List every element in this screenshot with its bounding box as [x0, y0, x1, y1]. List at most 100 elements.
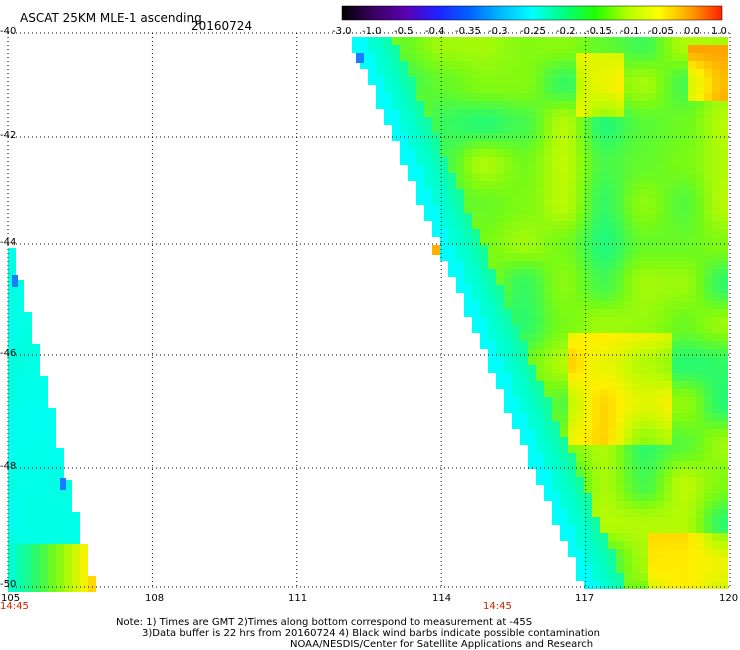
swath-cell	[496, 85, 504, 93]
swath-cell	[408, 101, 416, 109]
swath-cell	[424, 93, 432, 101]
swath-cell	[424, 189, 432, 197]
swath-cell	[600, 141, 608, 149]
swath-cell	[536, 229, 544, 237]
swath-cell	[504, 357, 512, 365]
swath-cell	[672, 269, 680, 277]
swath-cell	[688, 461, 696, 469]
swath-cell	[560, 205, 568, 213]
swath-cell	[688, 381, 696, 389]
swath-cell	[560, 165, 568, 173]
swath-cell	[536, 461, 544, 469]
swath-cell	[672, 45, 680, 53]
swath-cell	[528, 61, 536, 69]
swath-cell	[608, 573, 616, 581]
swath-cell	[704, 453, 712, 461]
swath-cell	[664, 461, 672, 469]
swath-cell	[8, 376, 16, 384]
swath-cell	[64, 496, 72, 504]
swath-cell	[584, 373, 592, 381]
swath-cell	[576, 461, 584, 469]
swath-cell	[400, 69, 408, 77]
swath-cell	[520, 213, 528, 221]
swath-cell	[712, 381, 720, 389]
swath-cell	[720, 357, 728, 365]
swath-cell	[680, 333, 688, 341]
swath-cell	[680, 357, 688, 365]
swath-cell	[464, 293, 472, 301]
swath-cell	[520, 77, 528, 85]
swath-cell	[632, 429, 640, 437]
swath-cell	[656, 253, 664, 261]
swath-cell	[60, 478, 66, 490]
swath-cell	[536, 189, 544, 197]
swath-cell	[680, 437, 688, 445]
swath-cell	[688, 525, 696, 533]
swath-cell	[576, 85, 584, 93]
swath-cell	[688, 277, 696, 285]
swath-cell	[656, 437, 664, 445]
swath-cell	[552, 397, 560, 405]
swath-cell	[608, 261, 616, 269]
swath-cell	[536, 333, 544, 341]
swath-cell	[400, 77, 408, 85]
swath-cell	[496, 333, 504, 341]
swath-cell	[672, 453, 680, 461]
swath-cell	[528, 53, 536, 61]
swath-cell	[536, 477, 544, 485]
swath-cell	[672, 549, 680, 557]
swath-cell	[592, 581, 600, 589]
swath-cell	[392, 109, 400, 117]
swath-cell	[496, 317, 504, 325]
swath-cell	[552, 301, 560, 309]
swath-cell	[696, 517, 704, 525]
swath-cell	[40, 384, 48, 392]
swath-cell	[608, 557, 616, 565]
swath-cell	[712, 373, 720, 381]
swath-cell	[552, 269, 560, 277]
swath-cell	[664, 533, 672, 541]
swath-cell	[704, 333, 712, 341]
swath-cell	[680, 509, 688, 517]
swath-cell	[576, 565, 584, 573]
swath-cell	[48, 488, 56, 496]
swath-cell	[448, 245, 456, 253]
swath-cell	[56, 512, 64, 520]
swath-cell	[712, 469, 720, 477]
swath-cell	[536, 453, 544, 461]
swath-cell	[568, 341, 576, 349]
swath-cell	[624, 165, 632, 173]
swath-cell	[704, 389, 712, 397]
swath-cell	[520, 229, 528, 237]
swath-cell	[616, 293, 624, 301]
swath-cell	[632, 517, 640, 525]
swath-cell	[568, 325, 576, 333]
swath-cell	[376, 69, 384, 77]
swath-cell	[592, 333, 600, 341]
swath-cell	[440, 253, 448, 261]
swath-cell	[648, 285, 656, 293]
swath-cell	[704, 69, 712, 77]
swath-cell	[656, 149, 664, 157]
swath-cell	[664, 221, 672, 229]
swath-cell	[592, 317, 600, 325]
swath-cell	[552, 253, 560, 261]
swath-cell	[688, 301, 696, 309]
swath-cell	[648, 61, 656, 69]
swath-cell	[440, 125, 448, 133]
swath-cell	[584, 357, 592, 365]
swath-cell	[608, 157, 616, 165]
swath-cell	[472, 189, 480, 197]
swath-cell	[680, 117, 688, 125]
swath-cell	[464, 205, 472, 213]
swath-cell	[488, 317, 496, 325]
swath-cell	[584, 533, 592, 541]
swath-cell	[432, 37, 440, 45]
swath-cell	[616, 237, 624, 245]
lon-label: 111	[288, 593, 308, 604]
swath-cell	[704, 173, 712, 181]
swath-cell	[64, 576, 72, 584]
swath-cell	[616, 493, 624, 501]
swath-cell	[504, 277, 512, 285]
swath-cell	[416, 157, 424, 165]
